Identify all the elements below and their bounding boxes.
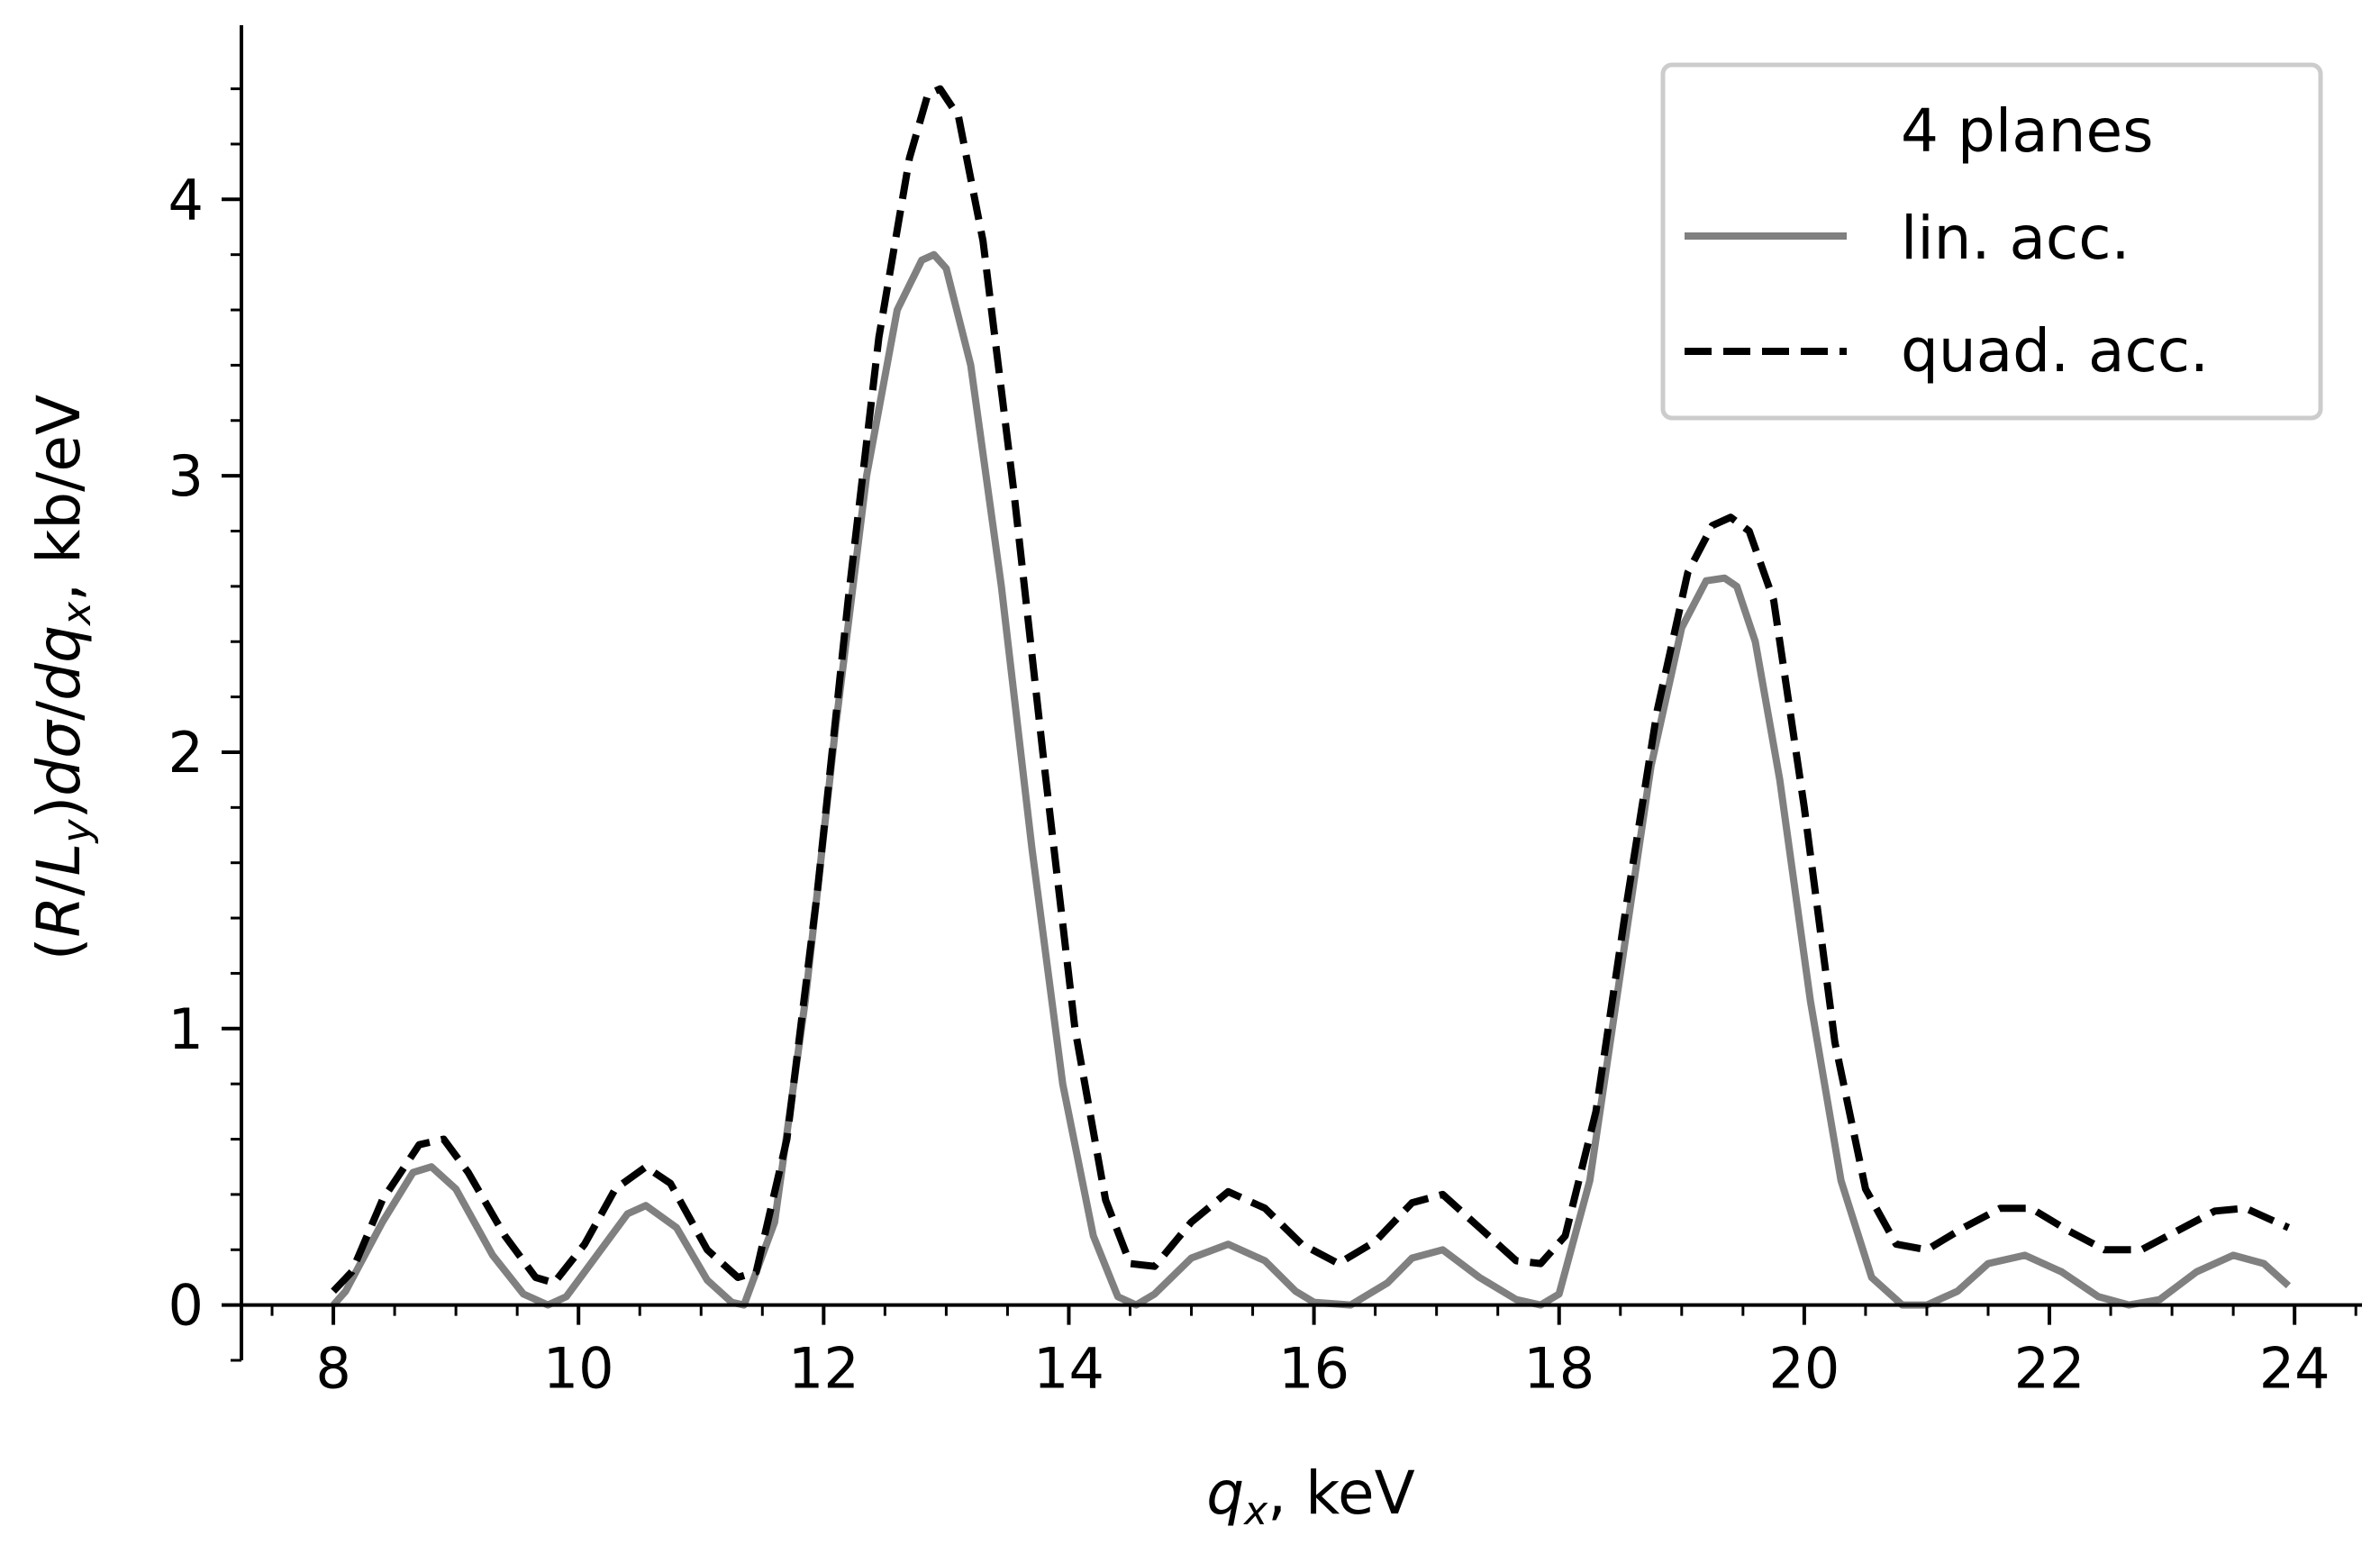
y-tick-label: 4 (168, 167, 204, 232)
y-tick-label: 2 (168, 720, 204, 786)
y-tick-label: 3 (168, 443, 204, 509)
series-line-quad-acc (331, 85, 2291, 1295)
legend-frame (1660, 62, 2323, 421)
x-tick-label: 12 (788, 1336, 859, 1402)
axes-layer (240, 25, 2362, 1360)
x-tick-label: 18 (1523, 1336, 1594, 1402)
x-tick-label: 22 (2014, 1336, 2085, 1402)
x-tick-label: 16 (1278, 1336, 1349, 1402)
y-tick-label: 1 (168, 996, 204, 1062)
x-axis-label: qx, keV (1206, 1459, 1415, 1534)
x-tick-label: 14 (1033, 1336, 1104, 1402)
x-tick-label: 10 (543, 1336, 614, 1402)
x-tick-label: 8 (315, 1336, 350, 1402)
legend-title: 4 planes (1901, 96, 2153, 166)
legend-label-quad: quad. acc. (1901, 316, 2209, 386)
y-axis-label: (R/Ly)dσ/dqx, kb/eV (24, 395, 100, 960)
y-tick-label: 0 (168, 1273, 204, 1339)
x-tick-label: 24 (2259, 1336, 2330, 1402)
legend: 4 planes lin. acc. quad. acc. (1660, 62, 2323, 421)
x-tick-label: 20 (1768, 1336, 1840, 1402)
legend-label-lin: lin. acc. (1901, 204, 2130, 273)
